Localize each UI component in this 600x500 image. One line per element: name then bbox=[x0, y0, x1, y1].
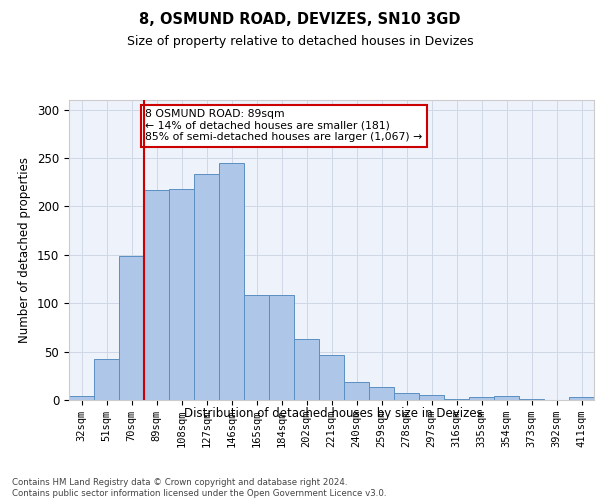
Bar bbox=[494, 396, 519, 400]
Text: 8 OSMUND ROAD: 89sqm
← 14% of detached houses are smaller (181)
85% of semi-deta: 8 OSMUND ROAD: 89sqm ← 14% of detached h… bbox=[145, 109, 422, 142]
Bar bbox=[519, 399, 544, 400]
Bar bbox=[144, 190, 169, 400]
Y-axis label: Number of detached properties: Number of detached properties bbox=[19, 157, 31, 343]
Bar bbox=[294, 339, 319, 400]
Text: Size of property relative to detached houses in Devizes: Size of property relative to detached ho… bbox=[127, 35, 473, 48]
Bar bbox=[194, 174, 219, 400]
Bar bbox=[169, 189, 194, 400]
Bar bbox=[444, 399, 469, 400]
Text: Contains HM Land Registry data © Crown copyright and database right 2024.
Contai: Contains HM Land Registry data © Crown c… bbox=[12, 478, 386, 498]
Bar bbox=[94, 360, 119, 400]
Bar bbox=[394, 393, 419, 400]
Bar bbox=[469, 397, 494, 400]
Bar bbox=[219, 163, 244, 400]
Text: 8, OSMUND ROAD, DEVIZES, SN10 3GD: 8, OSMUND ROAD, DEVIZES, SN10 3GD bbox=[139, 12, 461, 28]
Bar bbox=[344, 382, 369, 400]
Bar bbox=[569, 397, 594, 400]
Bar bbox=[369, 388, 394, 400]
Bar bbox=[244, 294, 269, 400]
Bar bbox=[269, 294, 294, 400]
Bar bbox=[419, 395, 444, 400]
Bar bbox=[69, 396, 94, 400]
Bar bbox=[319, 356, 344, 400]
Bar bbox=[119, 256, 144, 400]
Text: Distribution of detached houses by size in Devizes: Distribution of detached houses by size … bbox=[184, 408, 482, 420]
